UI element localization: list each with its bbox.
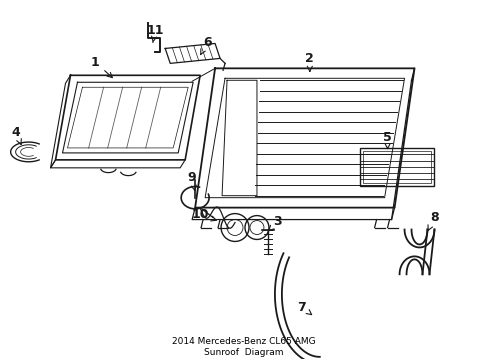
Bar (362, 151, 430, 183)
Bar (359, 148, 433, 186)
Text: 2: 2 (305, 52, 314, 71)
Text: 2014 Mercedes-Benz CL65 AMG
Sunroof  Diagram: 2014 Mercedes-Benz CL65 AMG Sunroof Diag… (172, 337, 315, 357)
Text: 4: 4 (11, 126, 21, 144)
Text: 7: 7 (297, 301, 311, 315)
Text: 3: 3 (268, 215, 282, 231)
Text: 9: 9 (187, 171, 196, 190)
Text: 6: 6 (200, 36, 211, 54)
Text: 8: 8 (427, 211, 438, 230)
Text: 11: 11 (146, 24, 163, 42)
Text: 5: 5 (383, 131, 391, 149)
Text: 1: 1 (91, 56, 112, 78)
Text: 10: 10 (191, 208, 216, 221)
